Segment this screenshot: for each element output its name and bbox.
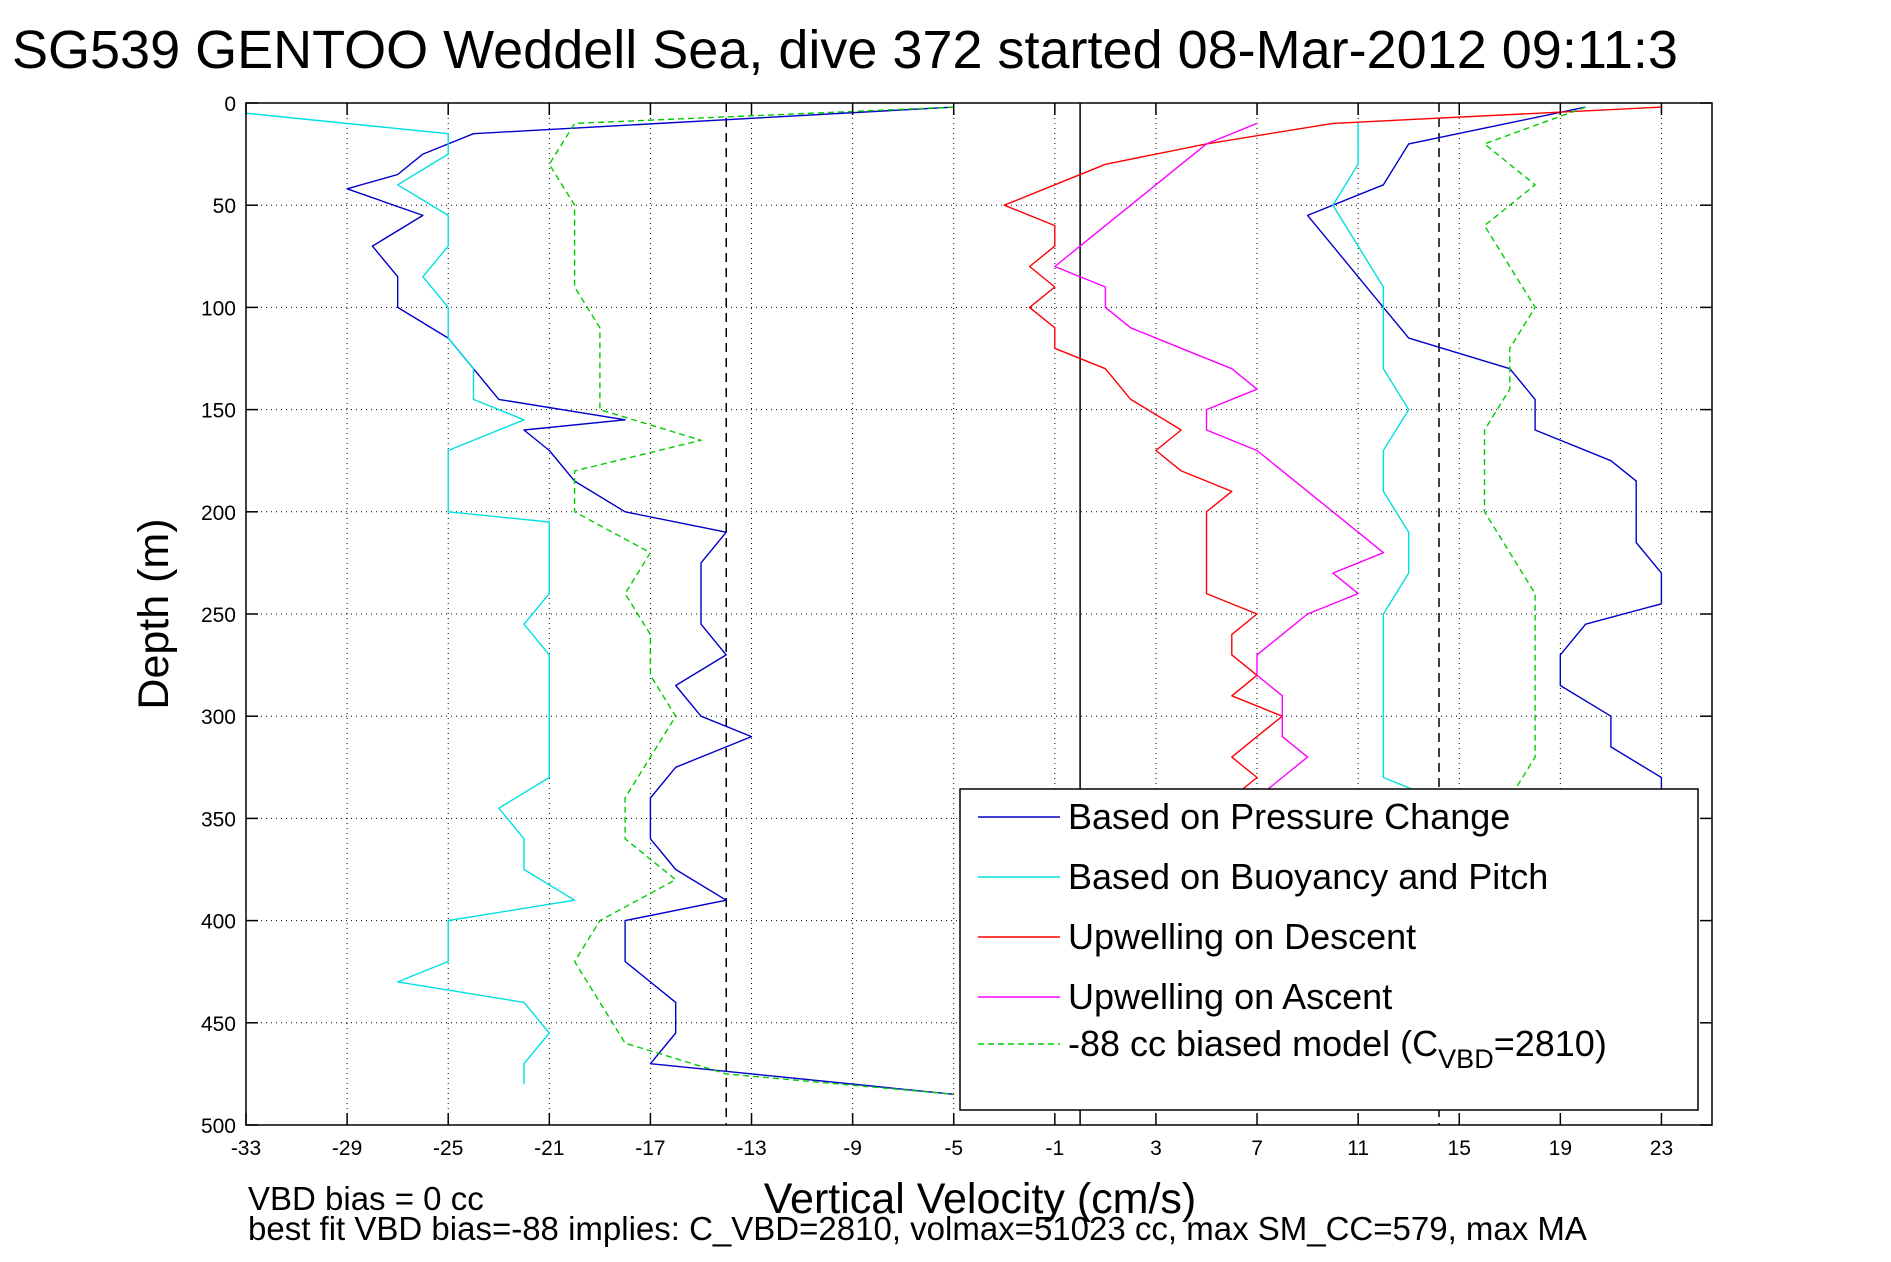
x-tick-label: 7 [1251, 1137, 1263, 1160]
x-tick-label: -5 [944, 1137, 963, 1160]
chart-title: SG539 GENTOO Weddell Sea, dive 372 start… [12, 20, 1678, 80]
y-tick-label: 100 [201, 297, 236, 320]
x-tick-label: 11 [1347, 1137, 1369, 1160]
y-tick-label: 450 [201, 1013, 236, 1036]
x-tick-label: -25 [433, 1137, 463, 1160]
x-tick-label: -1 [1045, 1137, 1064, 1160]
x-tick-label: -17 [635, 1137, 665, 1160]
x-tick-label: -9 [843, 1137, 862, 1160]
y-tick-label: 400 [201, 911, 236, 934]
legend-label-text: -88 cc biased model (C [1068, 1023, 1438, 1064]
series-lines [245, 106, 1663, 1095]
legend-label: Based on Pressure Change [1068, 796, 1510, 837]
x-tick-label: 3 [1150, 1137, 1162, 1160]
x-tick-label: -21 [534, 1137, 564, 1160]
legend-label-suffix: =2810) [1494, 1023, 1607, 1064]
legend-label-text: Based on Pressure Change [1068, 796, 1510, 837]
series-line-4-0 [548, 106, 954, 1095]
y-tick-label: 50 [213, 195, 236, 218]
legend-label: Upwelling on Descent [1068, 916, 1416, 957]
series-line-0-0 [346, 106, 954, 1095]
series-line-4-1 [1483, 106, 1586, 799]
x-tick-label: 23 [1650, 1137, 1673, 1160]
legend-label-subscript: VBD [1438, 1044, 1494, 1074]
x-tick-labels: -33 -29 -25 -21 -17 -13 -9 -5 -1 3 7 11 15 19 23 [231, 1137, 1673, 1160]
x-tick-label: 19 [1549, 1137, 1572, 1160]
legend: Based on Pressure Change Based on Buoyanc… [959, 788, 1699, 1111]
x-tick-label: -13 [736, 1137, 766, 1160]
x-tick-label: 15 [1448, 1137, 1471, 1160]
legend-label: -88 cc biased model (CVBD=2810) [1068, 1023, 1607, 1074]
legend-box [959, 788, 1699, 1111]
x-tick-label: -29 [332, 1137, 362, 1160]
legend-label-text: Upwelling on Ascent [1068, 976, 1392, 1017]
series-line-2-0 [1003, 106, 1662, 799]
annotation-best-fit: best fit VBD bias=-88 implies: C_VBD=281… [248, 1210, 1587, 1247]
series-line-1-0 [245, 112, 576, 1085]
y-tick-label: 150 [201, 400, 236, 423]
axis-ticks [245, 102, 1712, 1126]
series-line-0-1 [1306, 106, 1663, 798]
y-axis-label: Depth (m) [130, 518, 178, 709]
series-line-3-0 [1054, 122, 1385, 799]
series-line-1-1 [1332, 123, 1435, 799]
y-tick-label: 500 [201, 1115, 236, 1138]
y-tick-labels: 0 50 100 150 200 250 300 350 400 450 500 [201, 93, 236, 1138]
y-tick-label: 200 [201, 502, 236, 525]
y-tick-label: 0 [224, 93, 236, 116]
legend-label-text: Upwelling on Descent [1068, 916, 1416, 957]
y-tick-label: 300 [201, 706, 236, 729]
x-tick-label: -33 [231, 1137, 261, 1160]
annotation-vbd-bias: VBD bias = 0 cc [248, 1180, 484, 1217]
legend-label-text: Based on Buoyancy and Pitch [1068, 856, 1548, 897]
legend-label: Upwelling on Ascent [1068, 976, 1392, 1017]
grid [246, 103, 1712, 1125]
y-tick-label: 350 [201, 808, 236, 831]
x-axis-label: Vertical Velocity (cm/s) [764, 1175, 1197, 1223]
legend-label: Based on Buoyancy and Pitch [1068, 856, 1548, 897]
y-tick-label: 250 [201, 604, 236, 627]
